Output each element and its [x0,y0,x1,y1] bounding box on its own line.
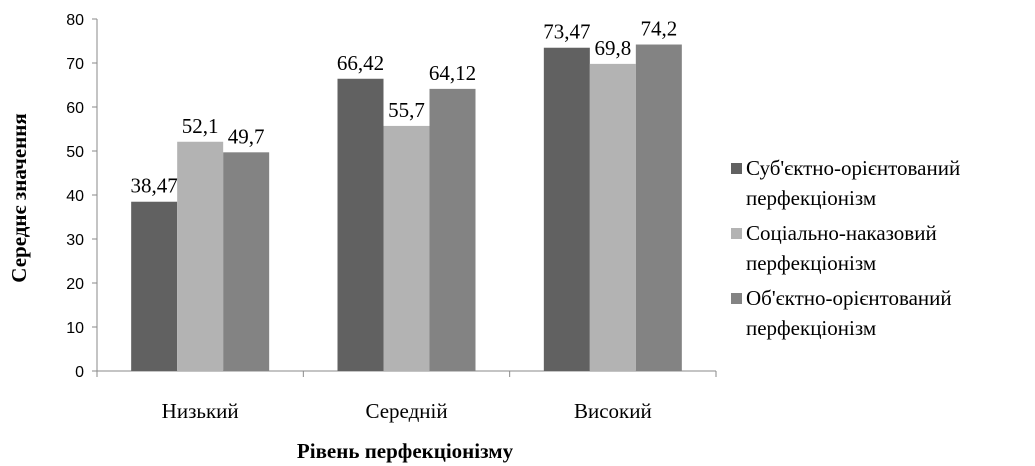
bar-value-label: 64,12 [429,61,476,85]
legend-label: перфекціонізм [746,186,876,210]
bar-value-label: 55,7 [388,98,425,122]
bar-value-label: 69,8 [594,36,631,60]
bar-value-label: 66,42 [337,51,384,75]
x-axis-title: Рівень перфекціонізму [297,439,514,463]
y-axis-title: Середнє значення [7,113,31,282]
bar-value-label: 74,2 [640,17,677,41]
y-tick-label: 60 [66,100,84,117]
bar-value-label: 49,7 [228,124,265,148]
y-tick-label: 40 [66,188,84,205]
legend-label: Суб'єктно-орієнтований [746,156,960,180]
y-tick-label: 20 [66,276,84,293]
bar [543,47,590,372]
y-tick-label: 70 [66,56,84,73]
y-tick-label: 30 [66,232,84,249]
bar [177,141,224,371]
y-tick-label: 80 [66,12,84,29]
x-category-label: Низький [162,399,239,423]
legend-label: Об'єктно-орієнтований [746,286,952,310]
y-tick-label: 10 [66,320,84,337]
legend-swatch [731,228,742,239]
x-category-label: Середній [365,399,447,423]
chart-bars [131,44,682,372]
bar [223,152,270,371]
legend-label: перфекціонізм [746,316,876,340]
legend-label: Соціально-наказовий [746,221,937,245]
bar-value-label: 73,47 [543,20,590,44]
chart-legend: Суб'єктно-орієнтований перфекціонізм Соціа… [731,156,960,340]
y-tick-label: 0 [75,364,84,381]
bar [589,63,636,371]
bar [635,44,682,372]
bar [429,88,476,371]
legend-swatch [731,163,742,174]
legend-swatch [731,293,742,304]
bar [383,125,430,371]
x-category-label: Високий [574,399,652,423]
bar-value-label: 52,1 [182,114,219,138]
y-tick-label: 50 [66,144,84,161]
chart-axes: 0 10 20 30 40 50 60 70 80 Низький Середній Високий [66,12,717,423]
bar-value-label: 38,47 [131,174,178,198]
bar [131,201,178,371]
legend-label: перфекціонізм [746,251,876,275]
bar [337,78,384,371]
